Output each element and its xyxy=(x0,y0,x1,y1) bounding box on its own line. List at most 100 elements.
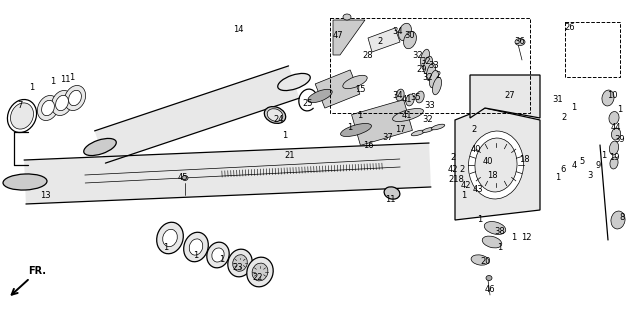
Ellipse shape xyxy=(420,49,429,67)
Ellipse shape xyxy=(252,263,268,281)
Bar xyxy=(565,22,620,77)
Text: 35: 35 xyxy=(411,94,421,102)
Ellipse shape xyxy=(84,138,116,155)
Ellipse shape xyxy=(343,75,367,89)
Text: 1: 1 xyxy=(282,131,287,139)
Text: FR.: FR. xyxy=(28,266,46,276)
Polygon shape xyxy=(24,143,431,204)
Ellipse shape xyxy=(399,23,412,41)
Ellipse shape xyxy=(412,130,425,136)
Text: 1: 1 xyxy=(461,192,467,201)
Text: 1: 1 xyxy=(556,174,561,182)
Text: 33: 33 xyxy=(429,61,440,69)
Text: 1: 1 xyxy=(163,243,168,252)
Text: 1: 1 xyxy=(29,84,35,93)
Ellipse shape xyxy=(264,106,285,123)
Ellipse shape xyxy=(51,90,72,116)
Text: 24: 24 xyxy=(274,116,284,124)
Text: 30: 30 xyxy=(404,31,415,41)
Polygon shape xyxy=(95,66,300,163)
Text: 16: 16 xyxy=(363,140,373,149)
Text: 22: 22 xyxy=(253,273,263,283)
Text: 5: 5 xyxy=(579,158,584,166)
Text: 32: 32 xyxy=(422,73,433,83)
Text: 34: 34 xyxy=(393,90,403,100)
Text: 1: 1 xyxy=(69,73,75,82)
Text: 11: 11 xyxy=(60,75,70,84)
Text: 39: 39 xyxy=(614,136,625,144)
Ellipse shape xyxy=(157,222,183,254)
Polygon shape xyxy=(315,70,360,108)
Ellipse shape xyxy=(233,255,247,271)
Text: 20: 20 xyxy=(481,257,492,267)
Text: 32: 32 xyxy=(420,57,431,67)
Ellipse shape xyxy=(207,242,229,268)
Text: 37: 37 xyxy=(383,133,394,143)
Text: 14: 14 xyxy=(233,25,243,35)
Ellipse shape xyxy=(184,232,208,262)
Ellipse shape xyxy=(471,255,489,265)
Polygon shape xyxy=(368,28,400,52)
Text: 13: 13 xyxy=(40,191,51,199)
Text: 1: 1 xyxy=(572,104,577,112)
Ellipse shape xyxy=(247,257,273,287)
Text: 27: 27 xyxy=(505,90,515,100)
Ellipse shape xyxy=(343,14,351,20)
Text: 1: 1 xyxy=(602,150,607,160)
Ellipse shape xyxy=(278,73,310,90)
Ellipse shape xyxy=(384,187,400,199)
Ellipse shape xyxy=(404,31,417,49)
Polygon shape xyxy=(333,20,365,55)
Text: 1: 1 xyxy=(357,111,363,120)
Ellipse shape xyxy=(486,275,492,280)
Ellipse shape xyxy=(416,91,424,103)
Text: 43: 43 xyxy=(473,186,483,194)
Ellipse shape xyxy=(228,249,252,277)
Text: 6: 6 xyxy=(560,165,566,175)
Text: 1: 1 xyxy=(618,106,623,115)
Ellipse shape xyxy=(212,248,224,262)
Ellipse shape xyxy=(340,123,371,137)
Ellipse shape xyxy=(268,109,283,121)
Ellipse shape xyxy=(424,56,433,74)
Text: 15: 15 xyxy=(355,85,365,95)
Text: 32: 32 xyxy=(413,51,423,59)
Ellipse shape xyxy=(611,128,621,140)
Ellipse shape xyxy=(468,131,524,199)
Text: 21: 21 xyxy=(285,150,295,160)
Ellipse shape xyxy=(65,85,86,111)
Ellipse shape xyxy=(475,138,517,192)
Text: 1: 1 xyxy=(51,78,56,86)
Text: 40: 40 xyxy=(483,158,493,166)
Text: 46: 46 xyxy=(484,285,495,295)
Ellipse shape xyxy=(484,222,506,235)
Text: 2: 2 xyxy=(378,37,383,46)
Ellipse shape xyxy=(610,157,618,169)
Text: 10: 10 xyxy=(607,90,617,100)
Text: 1: 1 xyxy=(193,251,198,259)
Text: 34: 34 xyxy=(393,28,403,36)
Text: 4: 4 xyxy=(572,160,577,170)
Ellipse shape xyxy=(609,141,619,155)
Text: 18: 18 xyxy=(486,171,497,180)
Text: 41: 41 xyxy=(402,111,412,120)
Text: 2: 2 xyxy=(435,71,440,79)
Text: 8: 8 xyxy=(620,214,625,223)
Ellipse shape xyxy=(56,95,68,111)
Ellipse shape xyxy=(429,70,438,88)
Text: 19: 19 xyxy=(609,154,620,163)
Ellipse shape xyxy=(433,77,442,95)
Text: 1: 1 xyxy=(348,123,353,133)
Ellipse shape xyxy=(189,239,203,255)
Text: 33: 33 xyxy=(424,100,435,110)
Ellipse shape xyxy=(396,89,404,101)
Text: 1: 1 xyxy=(220,256,225,264)
Polygon shape xyxy=(351,100,412,145)
Text: 36: 36 xyxy=(515,37,525,46)
Text: 11: 11 xyxy=(385,196,396,204)
Text: 26: 26 xyxy=(564,24,575,33)
Text: 31: 31 xyxy=(553,95,563,105)
Text: 40: 40 xyxy=(471,145,481,154)
Text: 2: 2 xyxy=(472,126,477,134)
Text: 218: 218 xyxy=(448,176,464,185)
